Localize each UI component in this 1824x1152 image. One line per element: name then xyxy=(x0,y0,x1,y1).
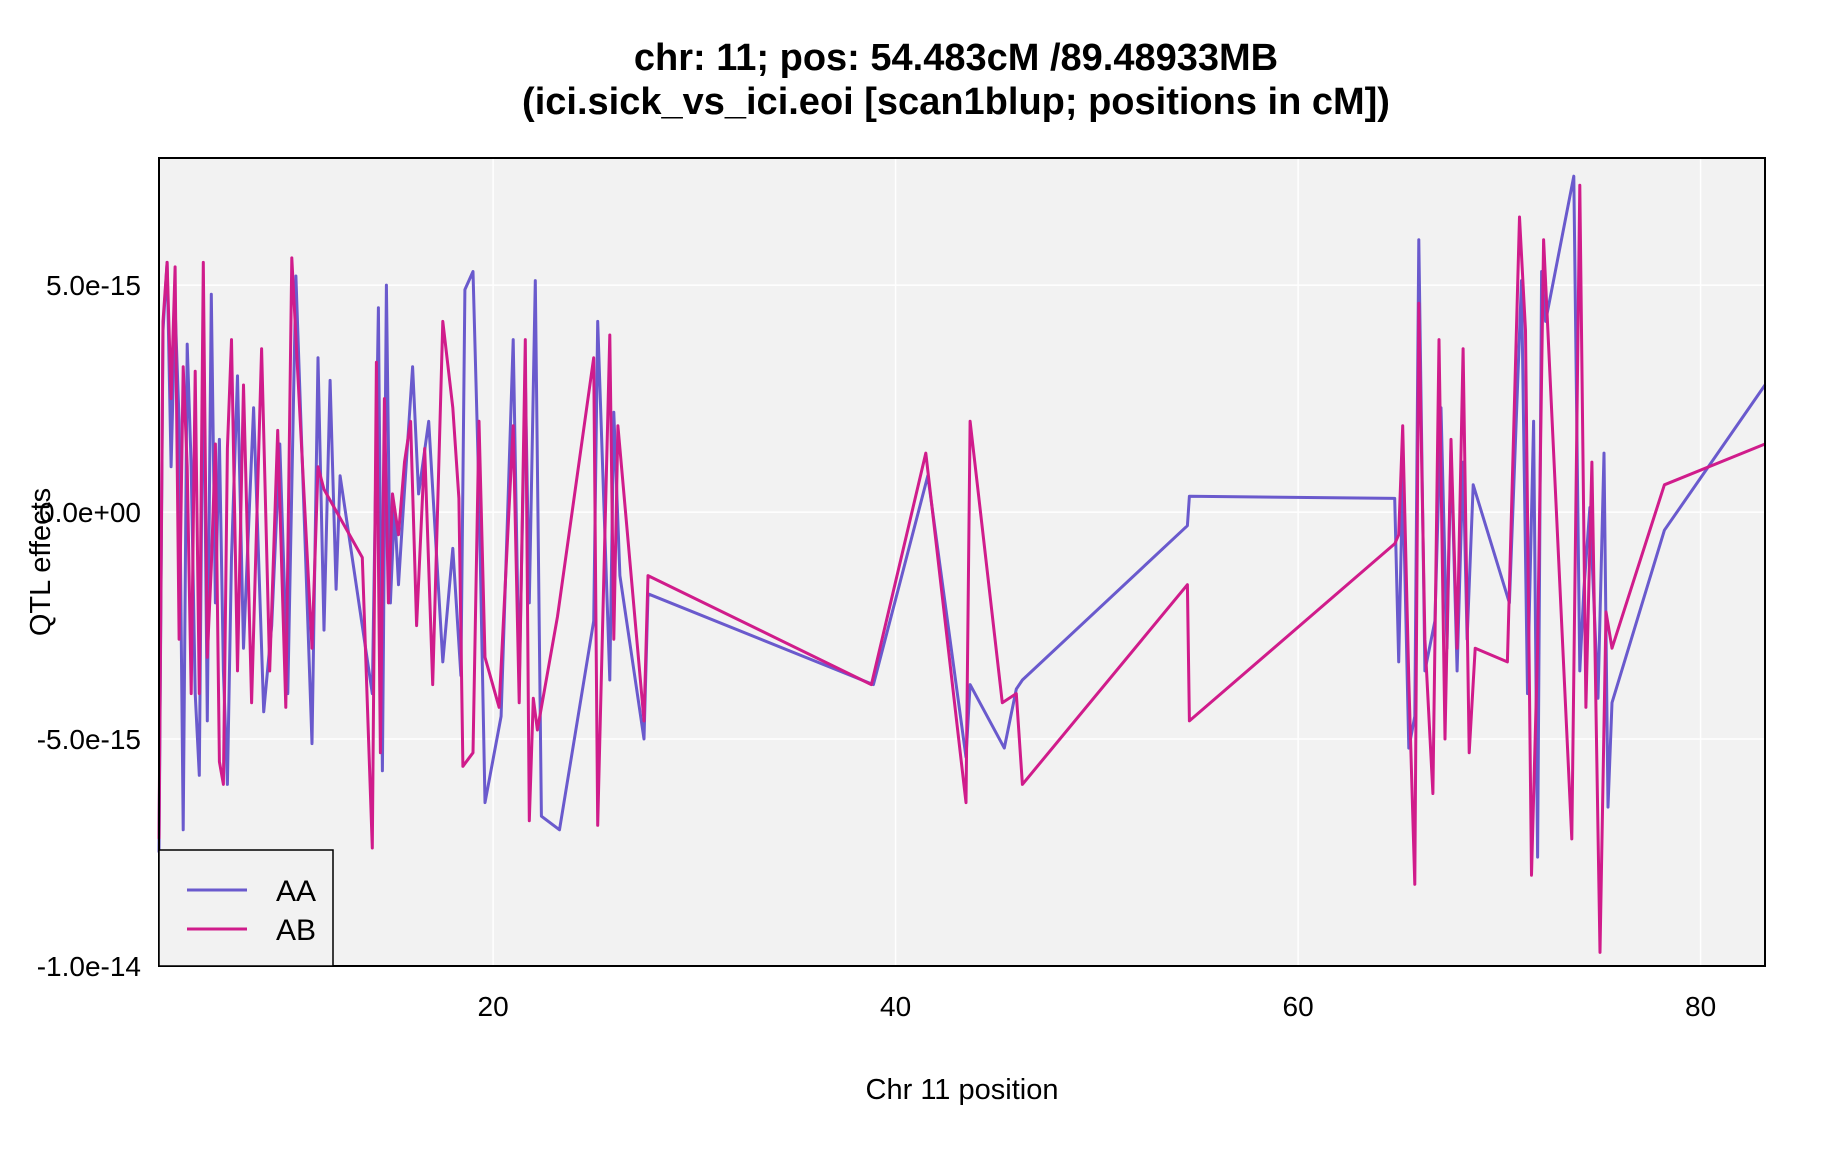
y-axis-label: QTL effects xyxy=(25,488,57,636)
y-tick-label: 0.0e+00 xyxy=(39,497,141,528)
legend-label-ab: AB xyxy=(276,914,316,947)
y-tick-label: -1.0e-14 xyxy=(37,951,141,982)
x-tick-label: 20 xyxy=(478,991,509,1022)
x-tick-label: 60 xyxy=(1283,991,1314,1022)
x-tick-label: 40 xyxy=(880,991,911,1022)
legend: AA AB xyxy=(158,849,334,967)
x-axis-label: Chr 11 position xyxy=(866,1074,1059,1106)
y-axis-ticks: 5.0e-15 0.0e+00 -5.0e-15 -1.0e-14 xyxy=(37,270,141,982)
chart-title-line-2: (ici.sick_vs_ici.eoi [scan1blup; positio… xyxy=(522,81,1390,123)
series-layer xyxy=(157,174,1767,954)
chart-title-line-1: chr: 11; pos: 54.483cM /89.48933MB xyxy=(634,37,1278,79)
x-tick-label: 80 xyxy=(1685,991,1716,1022)
legend-box xyxy=(158,849,334,967)
plot-frame xyxy=(158,157,1766,967)
x-axis-ticks: 20 40 60 80 xyxy=(478,991,1717,1022)
legend-label-aa: AA xyxy=(276,875,316,908)
y-tick-label: -5.0e-15 xyxy=(37,724,141,755)
y-tick-label: 5.0e-15 xyxy=(46,270,141,301)
series-line-ab xyxy=(157,183,1766,954)
